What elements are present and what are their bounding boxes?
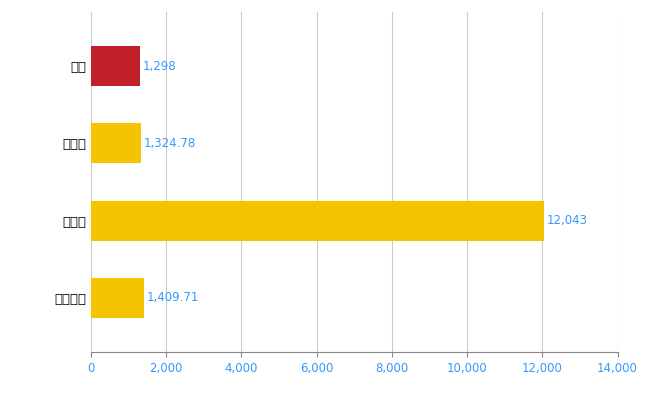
Text: 1,409.71: 1,409.71 bbox=[147, 292, 200, 304]
Bar bbox=[91, 278, 144, 318]
Bar bbox=[91, 123, 141, 164]
Text: 12,043: 12,043 bbox=[547, 214, 588, 227]
Text: 1,298: 1,298 bbox=[143, 60, 176, 72]
Bar bbox=[91, 46, 140, 86]
Bar bbox=[91, 200, 544, 241]
Text: 1,324.78: 1,324.78 bbox=[144, 137, 196, 150]
